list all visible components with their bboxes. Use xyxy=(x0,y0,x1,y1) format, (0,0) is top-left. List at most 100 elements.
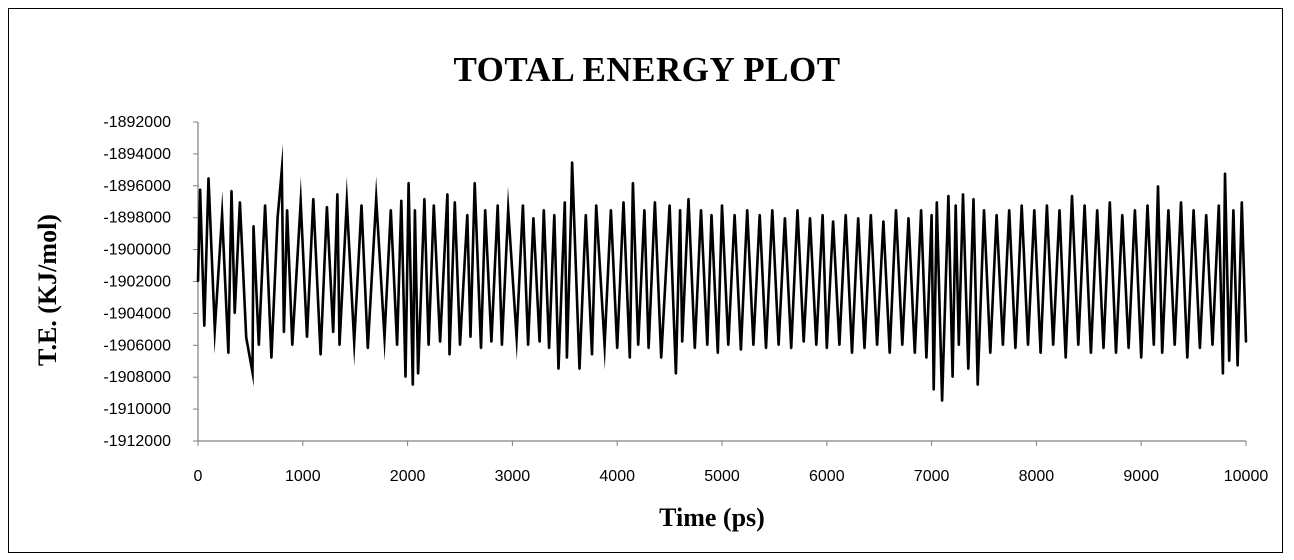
data-point xyxy=(459,344,461,347)
data-point xyxy=(484,208,487,211)
data-point xyxy=(603,344,606,347)
data-point xyxy=(967,368,970,371)
data-point xyxy=(1058,208,1061,211)
data-point xyxy=(281,169,283,171)
data-point xyxy=(1218,204,1220,206)
data-point xyxy=(710,213,713,216)
data-point xyxy=(851,352,853,355)
data-point xyxy=(616,347,618,350)
data-point xyxy=(882,220,885,222)
data-point xyxy=(353,341,356,343)
data-point xyxy=(809,216,811,219)
data-point xyxy=(276,216,279,219)
data-point xyxy=(1224,172,1226,174)
data-point xyxy=(1245,341,1247,343)
data-point xyxy=(233,312,236,315)
data-point xyxy=(1115,352,1117,355)
data-point xyxy=(543,208,545,211)
data-point xyxy=(299,201,302,203)
data-point xyxy=(976,384,979,387)
data-point xyxy=(936,201,938,203)
data-point xyxy=(591,354,593,356)
data-point xyxy=(632,181,634,184)
data-point xyxy=(1096,208,1098,211)
data-point xyxy=(1064,357,1067,359)
y-tick-label: -1910000 xyxy=(103,401,171,418)
data-point xyxy=(668,204,671,206)
data-point xyxy=(595,204,597,206)
data-point xyxy=(857,216,859,219)
data-point xyxy=(863,347,866,350)
data-point xyxy=(941,400,943,402)
data-point xyxy=(622,201,625,203)
y-tick-label: -1898000 xyxy=(103,210,171,227)
data-point xyxy=(888,352,891,355)
data-point xyxy=(522,204,524,206)
data-point xyxy=(740,349,742,351)
data-point xyxy=(790,347,792,350)
data-point xyxy=(566,357,568,359)
data-point xyxy=(1039,352,1042,355)
data-point xyxy=(752,344,755,347)
data-point xyxy=(507,208,510,211)
data-point xyxy=(319,354,322,356)
data-point xyxy=(870,213,872,216)
data-point xyxy=(717,352,719,355)
data-point xyxy=(802,341,805,343)
data-point xyxy=(264,204,266,206)
data-point xyxy=(306,336,308,339)
data-point xyxy=(1199,347,1201,350)
data-point xyxy=(501,344,503,347)
data-point xyxy=(721,204,723,206)
data-point xyxy=(396,344,398,347)
data-point xyxy=(375,197,378,200)
data-point xyxy=(687,197,690,200)
data-point xyxy=(815,344,818,347)
y-tick-label: -1902000 xyxy=(103,274,171,291)
data-point xyxy=(1090,352,1092,355)
x-tick-label: 8000 xyxy=(1019,468,1055,485)
data-point xyxy=(336,193,339,195)
data-point xyxy=(1127,347,1130,350)
data-point xyxy=(469,336,472,339)
data-point xyxy=(1167,208,1170,211)
data-point xyxy=(553,213,556,216)
data-point xyxy=(312,197,315,200)
data-point xyxy=(989,352,992,355)
x-tick-label: 7000 xyxy=(914,468,950,485)
data-point xyxy=(1102,347,1105,350)
data-point xyxy=(454,201,456,203)
data-point xyxy=(466,213,469,216)
data-point xyxy=(958,344,960,347)
data-point xyxy=(239,201,241,203)
chart-title: TOTAL ENERGY PLOT xyxy=(453,50,841,89)
x-tick-label: 1000 xyxy=(285,468,321,485)
data-point xyxy=(951,376,954,379)
data-point xyxy=(203,325,206,328)
data-point xyxy=(283,331,285,334)
y-tick-label: -1906000 xyxy=(103,337,171,354)
data-point xyxy=(1146,204,1149,206)
data-point xyxy=(694,347,696,350)
y-tick-label: -1896000 xyxy=(103,178,171,195)
data-point xyxy=(1173,344,1176,347)
data-point xyxy=(1205,213,1207,216)
data-point xyxy=(1186,357,1189,359)
data-point xyxy=(496,204,499,206)
data-point xyxy=(796,208,799,211)
data-point xyxy=(925,357,928,359)
data-point xyxy=(197,280,199,283)
x-tick-label: 0 xyxy=(194,468,203,485)
data-point xyxy=(1027,344,1029,347)
x-tick-label: 2000 xyxy=(390,468,426,485)
data-point xyxy=(826,347,828,350)
data-point xyxy=(647,347,650,350)
data-point xyxy=(654,201,656,203)
data-point xyxy=(473,181,476,184)
data-point xyxy=(1236,365,1239,367)
data-point xyxy=(538,341,541,343)
data-point xyxy=(681,341,683,343)
data-point xyxy=(660,357,662,359)
data-point xyxy=(1161,352,1163,355)
data-point xyxy=(332,331,335,334)
